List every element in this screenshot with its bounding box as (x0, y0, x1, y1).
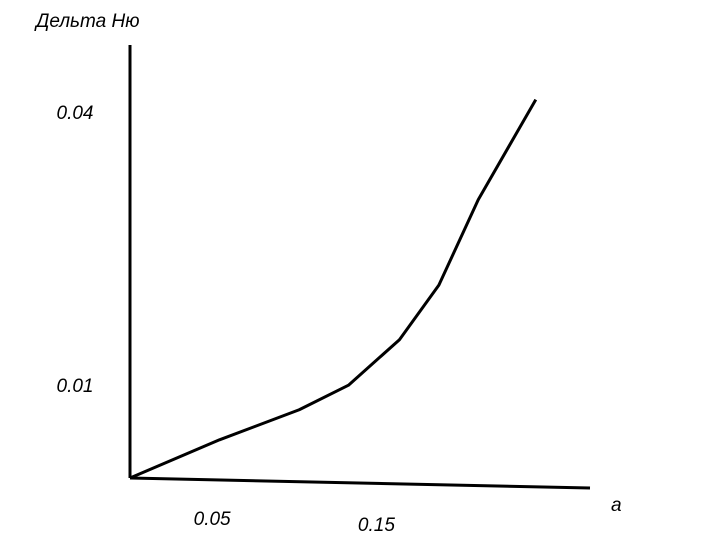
x-axis (129, 476, 591, 490)
x-axis-label: a (611, 495, 622, 516)
x-tick-label: 0.15 (358, 515, 395, 536)
y-tick-label: 0.01 (57, 376, 94, 397)
y-axis-label: Дельта Ню (34, 11, 140, 32)
x-tick-label: 0.05 (194, 509, 231, 530)
line (129, 98, 538, 480)
y-tick-label: 0.04 (57, 103, 94, 124)
